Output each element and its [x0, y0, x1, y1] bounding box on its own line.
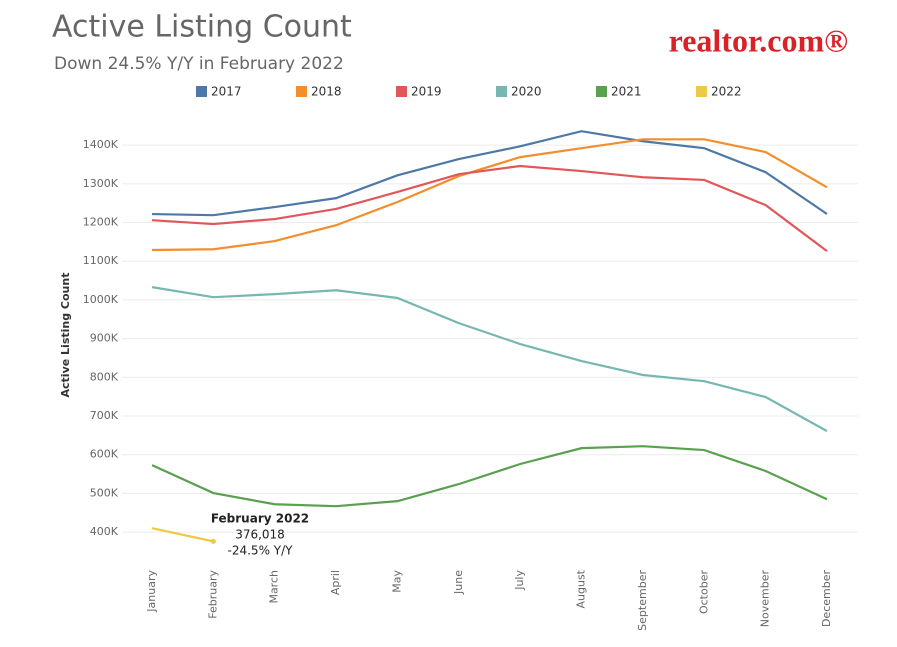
x-tick-label: July [513, 570, 526, 591]
legend-swatch [596, 86, 607, 97]
x-tick-label: November [759, 570, 772, 628]
chart-subtitle: Down 24.5% Y/Y in February 2022 [54, 54, 344, 74]
x-tick-label: December [820, 570, 833, 628]
legend-swatch [296, 86, 307, 97]
y-tick-label: 1000K [83, 293, 119, 306]
legend-swatch [396, 86, 407, 97]
y-tick-label: 900K [90, 332, 119, 345]
legend-swatch [696, 86, 707, 97]
series-line [151, 527, 214, 543]
y-tick-label: 600K [90, 448, 119, 461]
annotation: -24.5% Y/Y [228, 544, 294, 558]
y-tick-label: 800K [90, 370, 119, 383]
legend-swatch [496, 86, 507, 97]
y-tick-label: 500K [90, 486, 119, 499]
x-tick-label: March [268, 570, 281, 604]
legend-label: 2018 [311, 85, 342, 99]
x-tick-label: June [452, 570, 465, 595]
series-line [151, 138, 828, 252]
x-tick-label: August [575, 569, 588, 608]
series-line [151, 445, 828, 508]
chart-title: Active Listing Count [52, 10, 352, 45]
y-tick-label: 1200K [83, 216, 119, 229]
legend-label: 2019 [411, 85, 442, 99]
y-tick-label: 1100K [83, 254, 119, 267]
x-tick-label: October [697, 570, 710, 614]
annotation: 376,018 [235, 528, 285, 542]
y-tick-label: 1300K [83, 177, 119, 190]
series-line [151, 164, 828, 253]
highlight-point [210, 538, 216, 544]
series-line [151, 130, 828, 217]
y-tick-label: 400K [90, 525, 119, 538]
legend-label: 2021 [611, 85, 642, 99]
annotation: February 2022 [211, 512, 309, 526]
series-line [151, 286, 828, 433]
y-tick-label: 700K [90, 409, 119, 422]
legend-label: 2020 [511, 85, 542, 99]
legend-label: 2022 [711, 85, 742, 99]
x-tick-label: February [206, 570, 219, 619]
y-tick-label: 1400K [83, 138, 119, 151]
logo: realtor.com® [669, 22, 848, 58]
x-tick-label: January [145, 570, 158, 613]
legend-label: 2017 [211, 85, 242, 99]
x-tick-label: September [636, 570, 649, 631]
legend-swatch [196, 86, 207, 97]
x-tick-label: April [329, 570, 342, 595]
y-axis-label: Active Listing Count [59, 273, 72, 398]
x-tick-label: May [390, 570, 403, 593]
